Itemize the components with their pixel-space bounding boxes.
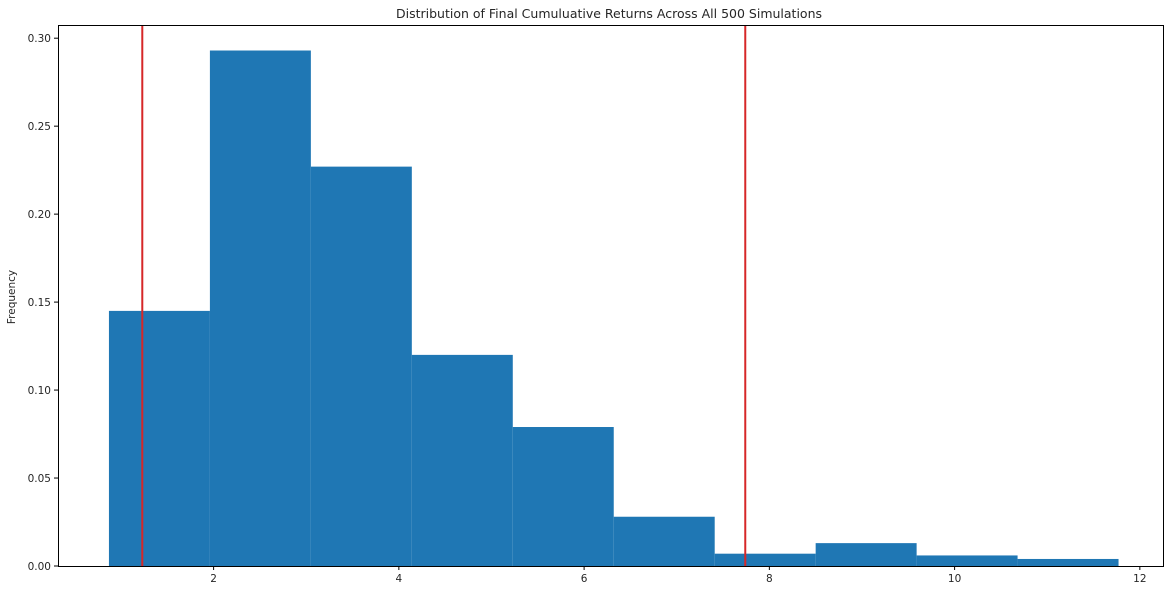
x-tick-label: 8 [766, 573, 773, 585]
histogram-bar [209, 50, 311, 567]
chart-title: Distribution of Final Cumuluative Return… [396, 6, 822, 21]
x-tick-label: 2 [210, 573, 217, 585]
histogram-bar [916, 555, 1018, 566]
plot-frame [58, 25, 1164, 567]
y-axis-ticks: 0.00 0.05 0.10 0.15 0.20 0.25 0.30 [28, 33, 58, 573]
histogram-bar [1017, 558, 1119, 566]
histogram-bar [714, 553, 816, 566]
x-tick-label: 10 [948, 573, 961, 585]
histogram-bar [310, 166, 412, 567]
y-tick-label: 0.30 [28, 33, 51, 45]
histogram-bar [411, 354, 513, 566]
y-tick-label: 0.25 [28, 121, 51, 133]
bars-group [108, 50, 1119, 567]
histogram-bar [512, 427, 614, 566]
y-tick-label: 0.15 [28, 297, 51, 309]
histogram-bar [613, 516, 715, 566]
y-tick-label: 0.05 [28, 473, 51, 485]
x-tick-label: 12 [1133, 573, 1146, 585]
x-tick-label: 6 [581, 573, 588, 585]
y-axis-label: Frequency [6, 270, 18, 324]
histogram-bar [815, 543, 917, 566]
y-tick-label: 0.20 [28, 209, 51, 221]
y-tick-label: 0.00 [28, 561, 51, 573]
y-tick-label: 0.10 [28, 385, 51, 397]
percentile-lines-group [141, 25, 747, 566]
histogram-bar [108, 310, 210, 566]
x-axis-ticks: 2 4 6 8 10 12 [210, 566, 1147, 585]
x-tick-label: 4 [396, 573, 403, 585]
